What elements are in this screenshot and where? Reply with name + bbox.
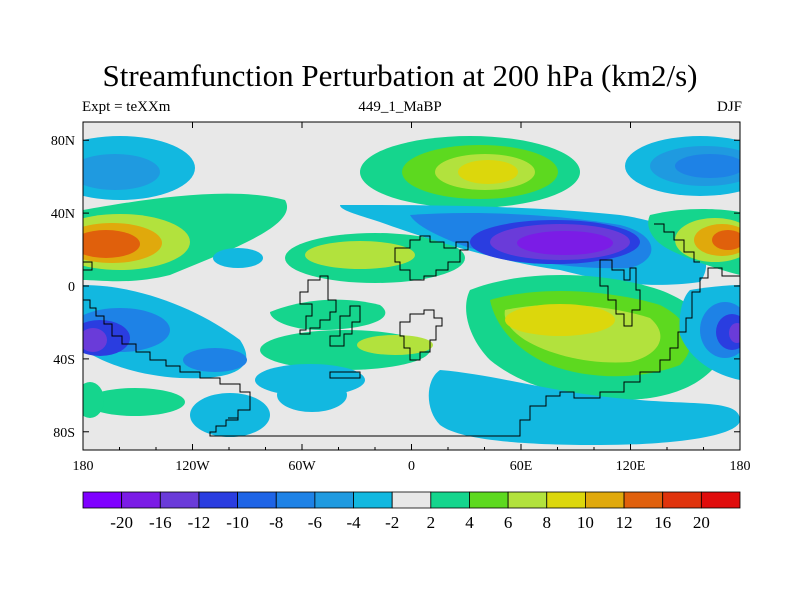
colorbar-swatch [237,491,277,509]
colorbar-swatch [469,491,509,509]
colorbar-swatch [159,491,200,509]
colorbar-swatch [198,491,238,509]
lon-tick-label: 0 [408,459,415,474]
lat-tick-label: 40N [51,207,75,222]
colorbar-swatch [546,491,586,509]
colorbar-label: 4 [465,513,474,532]
coastline-outlines [83,223,740,437]
colorbar-label: 2 [427,513,436,532]
colorbar-swatch [314,491,354,509]
colorbar-swatch [662,491,702,509]
experiment-label: Expt = teXXm [82,99,171,115]
lat-tick-label: 40S [53,353,75,368]
lat-tick-label: 0 [68,280,75,295]
lon-tick-label: 120W [175,459,210,474]
season-label: DJF [716,99,742,115]
colorbar-label: -2 [385,513,399,532]
colorbar-label: 12 [616,513,633,532]
lon-tick-label: 120E [616,459,646,474]
colorbar-swatch [700,491,741,509]
lon-tick-label: 180 [730,459,751,474]
lat-tick-label: 80S [53,426,75,441]
run-id-label: 449_1_MaBP [358,99,442,115]
lon-tick-label: 60E [510,459,533,474]
colorbar-label: -10 [226,513,249,532]
colorbar-label: -8 [269,513,283,532]
colorbar-label: -4 [346,513,361,532]
colorbar-swatch [623,491,664,509]
colorbar-swatch [353,491,393,509]
colorbar-label: 8 [543,513,552,532]
contour-fields [83,136,740,445]
colorbar-swatch [391,491,432,509]
colorbar-swatch [121,491,161,509]
colorbar-swatch [275,491,316,509]
colorbar-label: 6 [504,513,513,532]
colorbar-label: 16 [654,513,671,532]
colorbar-label: -6 [308,513,322,532]
colorbar-label: -20 [110,513,133,532]
plot-title: Streamfunction Perturbation at 200 hPa (… [102,58,698,93]
colorbar-label: 20 [693,513,710,532]
lon-tick-label: 180 [73,459,94,474]
colorbar-label: 10 [577,513,594,532]
latitude-tick-group: 80N 40N 0 40S 80S [51,134,740,441]
colorbar-label: -16 [149,513,172,532]
colorbar: -20 -16 -12 -10 -8 -6 -4 -2 2 4 6 8 10 12 16 20 [82,491,741,532]
colorbar-label: -12 [188,513,211,532]
colorbar-swatch [585,491,625,509]
longitude-tick-group: 180 120W 60W 0 60E 120E 180 [73,122,751,474]
colorbar-swatch [430,491,470,509]
colorbar-swatch [507,491,548,509]
lon-tick-label: 60W [288,459,316,474]
lat-tick-label: 80N [51,134,75,149]
colorbar-swatch [82,491,123,509]
